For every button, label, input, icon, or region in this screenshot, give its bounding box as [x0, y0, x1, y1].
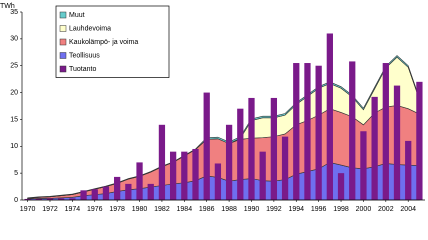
bar: [416, 81, 423, 200]
bar: [192, 148, 199, 200]
y-tick-label: 0: [14, 197, 18, 204]
bar: [158, 124, 166, 200]
x-tick-label: 1994: [288, 206, 304, 213]
bar: [326, 33, 333, 200]
bar: [270, 97, 278, 200]
x-tick-label: 1996: [311, 206, 327, 213]
legend-swatch: [59, 65, 67, 73]
legend-box: [55, 5, 170, 78]
x-tick-label: 1992: [266, 206, 282, 213]
legend-label: Lauhdevoima: [69, 25, 111, 32]
bar: [371, 96, 378, 200]
x-tick-label: 2000: [356, 206, 372, 213]
x-tick-label: 2002: [378, 206, 394, 213]
legend-label: Tuotanto: [69, 66, 96, 73]
bar: [248, 97, 255, 200]
x-tick-label: 1976: [87, 206, 103, 213]
y-tick-label: 30: [10, 36, 18, 43]
bar: [237, 108, 244, 200]
bar: [293, 63, 300, 201]
bar: [349, 61, 356, 200]
bar: [69, 198, 76, 200]
legend-label: Muut: [69, 12, 85, 19]
bar: [405, 140, 412, 200]
bar: [181, 151, 188, 200]
bar: [102, 186, 110, 200]
bar: [125, 183, 132, 200]
bar: [80, 190, 87, 200]
bar: [225, 124, 233, 200]
x-tick-label: 1978: [109, 206, 125, 213]
bar: [393, 85, 401, 200]
x-tick-label: 1988: [221, 206, 237, 213]
legend-swatch: [59, 52, 67, 59]
bar: [46, 198, 54, 200]
legend-label: Teollisuus: [69, 52, 100, 59]
x-tick-label: 1974: [65, 206, 81, 213]
bar: [58, 198, 65, 200]
x-tick-label: 1984: [177, 206, 193, 213]
x-tick-label: 1998: [333, 206, 349, 213]
bar: [114, 176, 121, 200]
x-tick-label: 1986: [199, 206, 215, 213]
bar: [214, 163, 222, 200]
legend-swatch: [59, 11, 67, 19]
x-tick-label: 1970: [20, 206, 36, 213]
y-tick-label: 35: [10, 9, 18, 16]
bar: [281, 136, 289, 200]
y-tick-label: 5: [14, 170, 18, 177]
bar: [24, 198, 31, 200]
legend-swatch: [59, 38, 67, 46]
bar: [136, 162, 143, 200]
chart: TWh 0 5 10 15 20 25 30 35 1970 1972 1974 1976 1978 19…: [0, 3, 425, 213]
y-tick-label: 10: [10, 143, 18, 150]
y-tick-label: 25: [10, 63, 18, 70]
bar: [147, 183, 154, 200]
bar: [91, 189, 98, 200]
x-tick-label: 1980: [132, 206, 148, 213]
x-tick-label: 1982: [154, 206, 170, 213]
y-tick-label: 15: [10, 116, 18, 123]
legend: Muut Lauhdevoima Kaukolämpö- ja voima Teoll…: [55, 5, 170, 78]
y-tick-label: 20: [10, 89, 18, 96]
unit-label: TWh: [0, 3, 15, 10]
bar: [315, 65, 322, 200]
bar: [337, 173, 345, 200]
bar: [169, 151, 177, 200]
bar: [259, 151, 266, 200]
bar: [203, 92, 210, 200]
legend-label: Kaukolämpö- ja voima: [69, 39, 138, 46]
x-tick-label: 1972: [42, 206, 58, 213]
bar: [382, 63, 389, 201]
bar: [360, 131, 367, 200]
bar: [35, 198, 42, 200]
x-tick-label: 2004: [400, 206, 416, 213]
legend-swatch: [59, 25, 67, 32]
x-tick-label: 1990: [244, 206, 260, 213]
bar: [304, 63, 311, 201]
